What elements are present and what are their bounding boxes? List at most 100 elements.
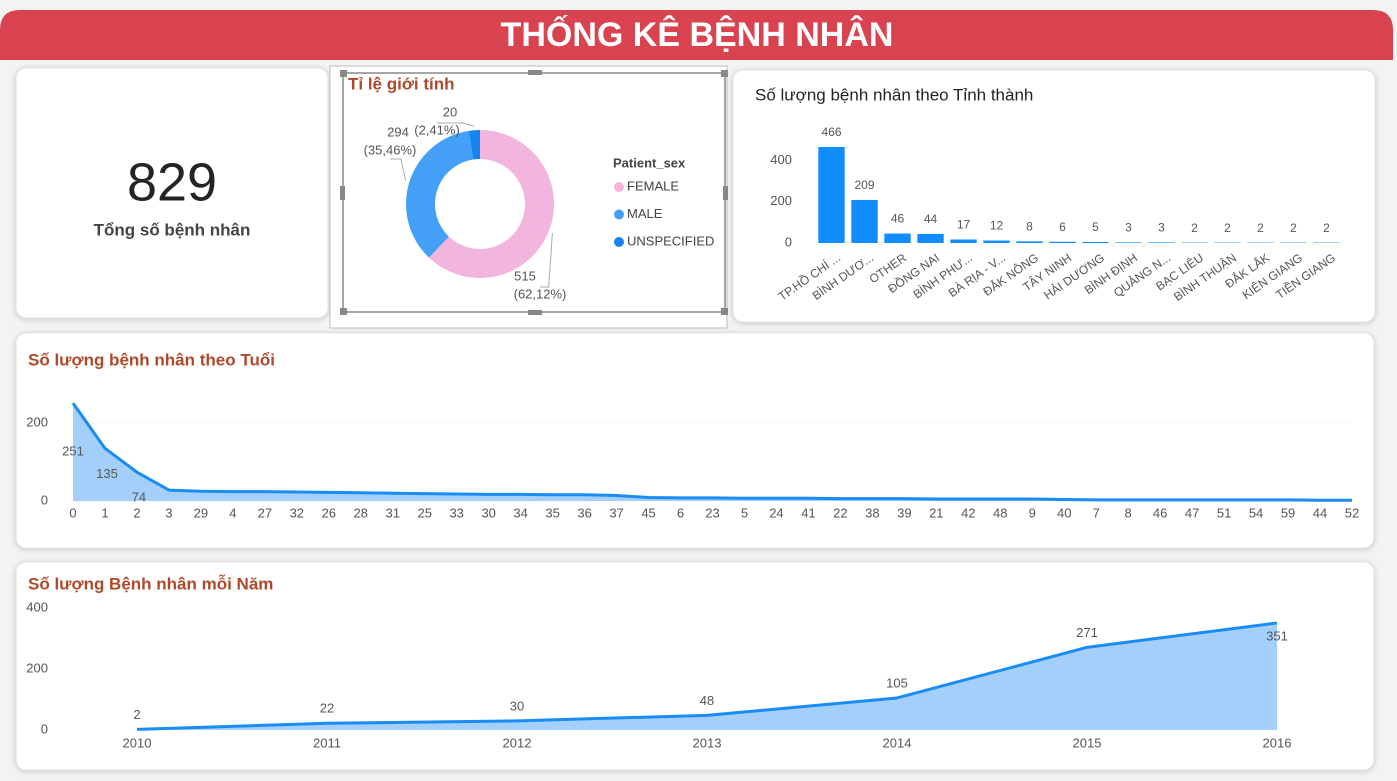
resize-handles[interactable] <box>340 70 728 315</box>
legend-marker <box>614 182 624 192</box>
leader-line <box>540 232 553 288</box>
bar <box>917 233 944 243</box>
x-tick-label: 2013 <box>693 735 722 750</box>
chart-title: Số lượng Bệnh nhân mỗi Năm <box>28 574 273 593</box>
x-tick-label: 22 <box>833 505 847 520</box>
bar <box>818 147 845 243</box>
x-tick-label: 2011 <box>313 735 341 750</box>
legend-label: UNSPECIFIED <box>627 233 714 248</box>
x-tick-label: 37 <box>609 505 623 520</box>
y-tick-label: 0 <box>41 492 48 507</box>
bar <box>884 233 911 243</box>
percent-label: (62,12%) <box>514 286 567 301</box>
x-tick-label: 59 <box>1281 505 1295 520</box>
legend-marker <box>614 237 624 247</box>
data-label: 271 <box>1076 625 1098 640</box>
data-label: 3 <box>1125 221 1132 235</box>
x-tick-label: 2010 <box>123 735 152 750</box>
x-tick-label: 5 <box>741 505 748 520</box>
x-tick-label: 33 <box>449 505 463 520</box>
x-tick-label: 28 <box>354 505 368 520</box>
y-tick-label: 0 <box>41 721 48 736</box>
x-tick-label: 52 <box>1345 505 1359 520</box>
x-tick-label: 31 <box>386 505 400 520</box>
x-tick-label: 46 <box>1153 505 1167 520</box>
x-tick-label: 27 <box>258 505 272 520</box>
data-label: 22 <box>320 701 334 716</box>
x-tick-label: 47 <box>1185 505 1199 520</box>
x-tick-label: 39 <box>897 505 911 520</box>
y-tick-label: 0 <box>785 234 792 249</box>
x-tick-label: 48 <box>993 505 1007 520</box>
data-label: 105 <box>886 675 908 690</box>
header-title: THỐNG KÊ BỆNH NHÂN <box>501 15 894 54</box>
kpi-value: 829 <box>127 152 217 212</box>
data-label: 8 <box>1026 220 1033 234</box>
bar <box>1016 241 1043 243</box>
data-label: 74 <box>132 490 146 505</box>
x-tick-label: 2015 <box>1073 735 1102 750</box>
x-tick-label: 54 <box>1249 505 1263 520</box>
data-label: 2 <box>1257 221 1264 235</box>
pie-slice <box>428 130 554 278</box>
data-label: 6 <box>1059 220 1066 234</box>
data-label: 251 <box>62 444 84 459</box>
bar <box>950 239 977 243</box>
province-card[interactable] <box>732 69 1376 323</box>
x-tick-label: 6 <box>677 505 684 520</box>
x-tick-label: 41 <box>801 505 815 520</box>
bar <box>1115 242 1142 243</box>
data-label: 20 <box>443 104 457 119</box>
x-tick-label: 21 <box>929 505 943 520</box>
data-label: 44 <box>924 212 938 226</box>
pie-slice <box>406 130 474 258</box>
x-tick-label: 3 <box>165 505 172 520</box>
data-label: 46 <box>891 212 905 226</box>
x-tick-label: 4 <box>229 505 236 520</box>
kpi-card[interactable] <box>15 67 329 319</box>
y-tick-label: 200 <box>26 660 48 675</box>
x-tick-label: 45 <box>641 505 655 520</box>
pie-slice <box>468 130 480 160</box>
x-tick-label: 2016 <box>1263 735 1292 750</box>
data-label: 466 <box>821 125 841 139</box>
data-label: 2 <box>1191 221 1198 235</box>
kpi-label: Tổng số bệnh nhân <box>94 220 251 239</box>
x-tick-label: 32 <box>290 505 304 520</box>
line <box>136 621 1278 731</box>
x-tick-label: 26 <box>322 505 336 520</box>
percent-label: (2,41%) <box>414 122 460 137</box>
y-tick-label: 200 <box>26 414 48 429</box>
bar <box>983 240 1010 243</box>
y-tick-label: 200 <box>770 193 792 208</box>
x-tick-label: 38 <box>865 505 879 520</box>
data-label: 2 <box>133 707 140 722</box>
x-tick-label: 34 <box>513 505 527 520</box>
bar <box>1148 242 1175 243</box>
data-label: 2 <box>1224 221 1231 235</box>
x-tick-label: 25 <box>417 505 431 520</box>
x-tick-label: 9 <box>1029 505 1036 520</box>
x-tick-label: 24 <box>769 505 783 520</box>
chart-title: Tỉ lệ giới tính <box>348 74 455 93</box>
legend-label: MALE <box>627 206 663 221</box>
x-tick-label: 0 <box>69 505 76 520</box>
data-label: 351 <box>1266 628 1288 643</box>
leader-line <box>390 158 407 181</box>
x-tick-label: 35 <box>545 505 559 520</box>
data-label: 3 <box>1158 221 1165 235</box>
data-label: 209 <box>854 178 874 192</box>
data-label: 5 <box>1092 220 1099 234</box>
header-bar <box>0 10 1393 60</box>
x-tick-label: 40 <box>1057 505 1071 520</box>
chart-title: Số lượng bệnh nhân theo Tỉnh thành <box>755 85 1033 104</box>
data-label: 48 <box>700 693 714 708</box>
x-tick-label: 51 <box>1217 505 1231 520</box>
x-tick-label: 44 <box>1313 505 1327 520</box>
x-tick-label: 30 <box>481 505 495 520</box>
line <box>71 402 1352 502</box>
x-tick-label: 1 <box>101 505 108 520</box>
x-tick-label: 8 <box>1125 505 1132 520</box>
legend-marker <box>614 209 624 220</box>
